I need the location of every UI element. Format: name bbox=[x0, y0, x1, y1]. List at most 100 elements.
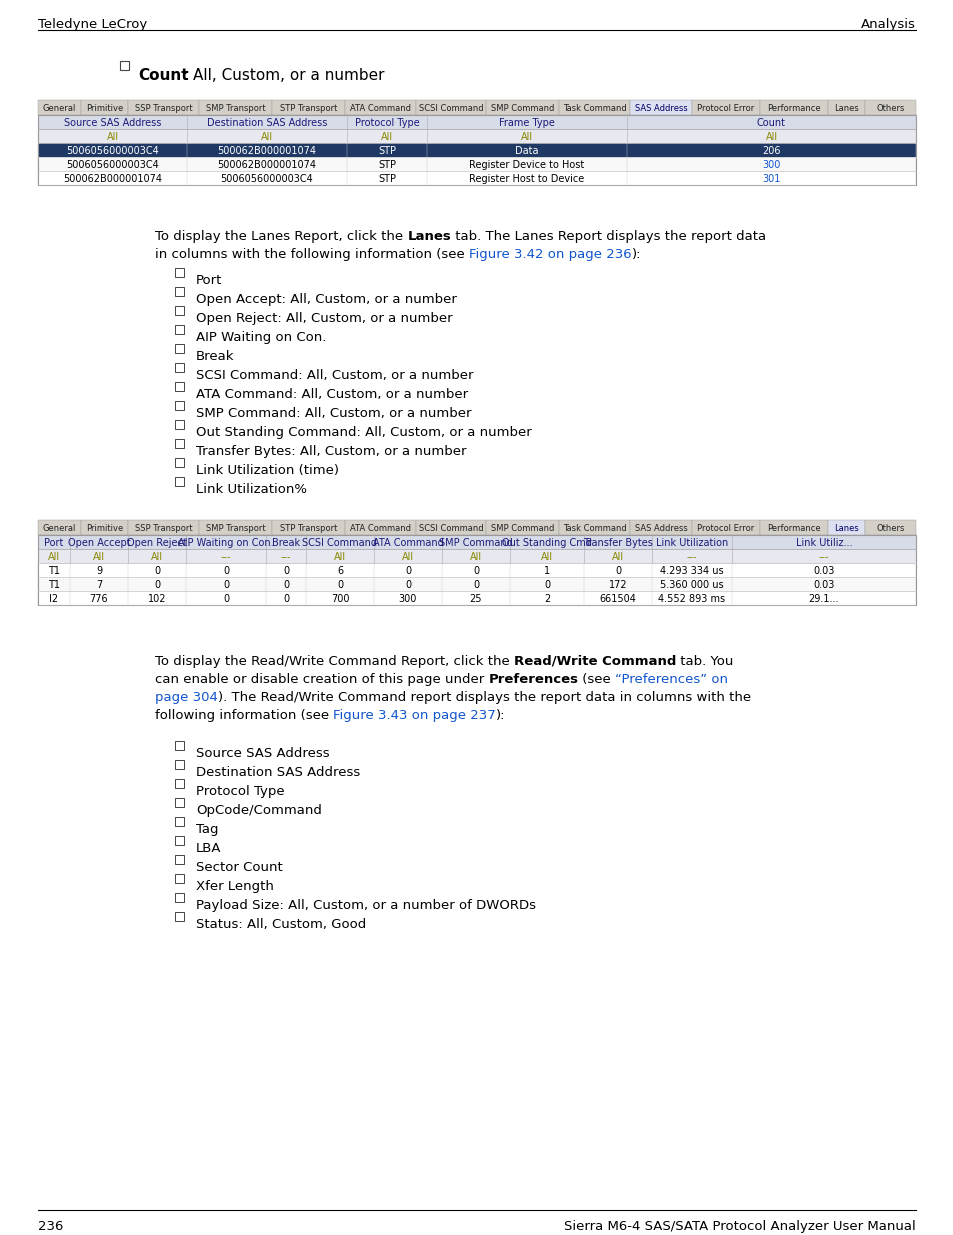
Text: 661504: 661504 bbox=[598, 594, 636, 604]
Text: SCSI Command: SCSI Command bbox=[302, 538, 377, 548]
Bar bbox=[174, 874, 184, 883]
Text: SMP Command: SMP Command bbox=[490, 104, 554, 112]
Bar bbox=[128, 100, 199, 115]
Bar bbox=[38, 170, 915, 185]
Text: Open Accept: Open Accept bbox=[68, 538, 131, 548]
Text: 0: 0 bbox=[283, 566, 289, 576]
Text: Teledyne LeCroy: Teledyne LeCroy bbox=[38, 19, 147, 31]
Bar bbox=[38, 535, 915, 550]
Bar bbox=[38, 100, 915, 115]
Bar bbox=[174, 401, 184, 410]
Text: Link Utilization (time): Link Utilization (time) bbox=[195, 464, 338, 477]
Bar bbox=[128, 520, 199, 535]
Bar bbox=[38, 143, 915, 157]
Text: SMP Command: SMP Command bbox=[438, 538, 513, 548]
Text: 500062B000001074: 500062B000001074 bbox=[217, 146, 316, 156]
Bar bbox=[827, 520, 864, 535]
Text: SAS Address: SAS Address bbox=[634, 524, 687, 534]
Bar bbox=[174, 779, 184, 788]
Bar bbox=[272, 520, 345, 535]
Text: Others: Others bbox=[876, 104, 903, 112]
Bar bbox=[38, 550, 915, 563]
Bar bbox=[38, 520, 915, 535]
Bar bbox=[174, 818, 184, 826]
Text: 0: 0 bbox=[223, 594, 229, 604]
Text: 0: 0 bbox=[223, 566, 229, 576]
Text: Lanes: Lanes bbox=[407, 230, 451, 243]
Bar bbox=[174, 363, 184, 372]
Bar bbox=[416, 100, 485, 115]
Text: 700: 700 bbox=[331, 594, 349, 604]
Bar bbox=[827, 100, 864, 115]
Text: in columns with the following information (see: in columns with the following informatio… bbox=[154, 248, 469, 261]
Text: 25: 25 bbox=[469, 594, 482, 604]
Text: To display the Read/Write Command Report, click the: To display the Read/Write Command Report… bbox=[154, 655, 514, 668]
Text: following information (see: following information (see bbox=[154, 709, 333, 722]
Text: STP Transport: STP Transport bbox=[279, 104, 336, 112]
Bar bbox=[174, 438, 184, 448]
Text: All: All bbox=[92, 552, 105, 562]
Text: Status: All, Custom, Good: Status: All, Custom, Good bbox=[195, 918, 366, 931]
Text: 0: 0 bbox=[404, 566, 411, 576]
Text: All: All bbox=[611, 552, 623, 562]
Text: 0: 0 bbox=[153, 566, 160, 576]
Bar bbox=[81, 520, 128, 535]
Text: Source SAS Address: Source SAS Address bbox=[195, 747, 330, 760]
Bar bbox=[558, 520, 629, 535]
Text: General: General bbox=[43, 104, 76, 112]
Text: 0.03: 0.03 bbox=[813, 566, 834, 576]
Text: Analysis: Analysis bbox=[861, 19, 915, 31]
Bar bbox=[174, 798, 184, 806]
Text: Open Reject: Open Reject bbox=[127, 538, 187, 548]
Text: Frame Type: Frame Type bbox=[498, 119, 555, 128]
Text: 29.1...: 29.1... bbox=[808, 594, 839, 604]
Bar bbox=[38, 128, 915, 143]
Text: SMP Command: All, Custom, or a number: SMP Command: All, Custom, or a number bbox=[195, 408, 471, 420]
Text: SCSI Command: SCSI Command bbox=[418, 104, 483, 112]
Text: General: General bbox=[43, 524, 76, 534]
Text: Protocol Error: Protocol Error bbox=[697, 104, 754, 112]
Text: tab. You: tab. You bbox=[676, 655, 733, 668]
Text: T1: T1 bbox=[48, 566, 60, 576]
Text: 2: 2 bbox=[543, 594, 550, 604]
Bar bbox=[864, 520, 915, 535]
Text: All: All bbox=[261, 132, 273, 142]
Text: STP Transport: STP Transport bbox=[279, 524, 336, 534]
Text: I2: I2 bbox=[50, 594, 58, 604]
Text: STP: STP bbox=[377, 174, 395, 184]
Text: All: All bbox=[401, 552, 414, 562]
Text: ATA Command: All, Custom, or a number: ATA Command: All, Custom, or a number bbox=[195, 388, 468, 401]
Text: : All, Custom, or a number: : All, Custom, or a number bbox=[183, 68, 384, 83]
Bar bbox=[691, 100, 760, 115]
Text: Protocol Type: Protocol Type bbox=[195, 785, 284, 798]
Text: Lanes: Lanes bbox=[833, 104, 858, 112]
Text: 0: 0 bbox=[473, 566, 478, 576]
Bar bbox=[272, 100, 345, 115]
Text: AIP Waiting on Con.: AIP Waiting on Con. bbox=[195, 331, 326, 345]
Text: Figure 3.42 on page 236: Figure 3.42 on page 236 bbox=[469, 248, 631, 261]
Text: 172: 172 bbox=[608, 580, 627, 590]
Text: Transfer Bytes: Transfer Bytes bbox=[582, 538, 652, 548]
Text: 4.552 893 ms: 4.552 893 ms bbox=[658, 594, 725, 604]
Text: To display the Lanes Report, click the: To display the Lanes Report, click the bbox=[154, 230, 407, 243]
Text: ATA Command: ATA Command bbox=[373, 538, 443, 548]
Text: Preferences: Preferences bbox=[488, 673, 578, 685]
Bar bbox=[174, 306, 184, 315]
Text: 5006056000003C4: 5006056000003C4 bbox=[66, 161, 159, 170]
Bar bbox=[174, 420, 184, 429]
Text: Task Command: Task Command bbox=[562, 524, 626, 534]
Bar bbox=[199, 100, 272, 115]
Bar bbox=[691, 520, 760, 535]
Text: Lanes: Lanes bbox=[833, 524, 858, 534]
Text: SMP Transport: SMP Transport bbox=[206, 104, 265, 112]
Text: 1: 1 bbox=[543, 566, 550, 576]
Bar bbox=[38, 115, 915, 128]
Text: 0: 0 bbox=[336, 580, 343, 590]
Text: T1: T1 bbox=[48, 580, 60, 590]
Bar bbox=[81, 100, 128, 115]
Text: 300: 300 bbox=[761, 161, 780, 170]
Text: ---: --- bbox=[220, 552, 231, 562]
Bar bbox=[38, 520, 81, 535]
Bar bbox=[38, 115, 915, 185]
Text: Out Standing Cmd: Out Standing Cmd bbox=[501, 538, 591, 548]
